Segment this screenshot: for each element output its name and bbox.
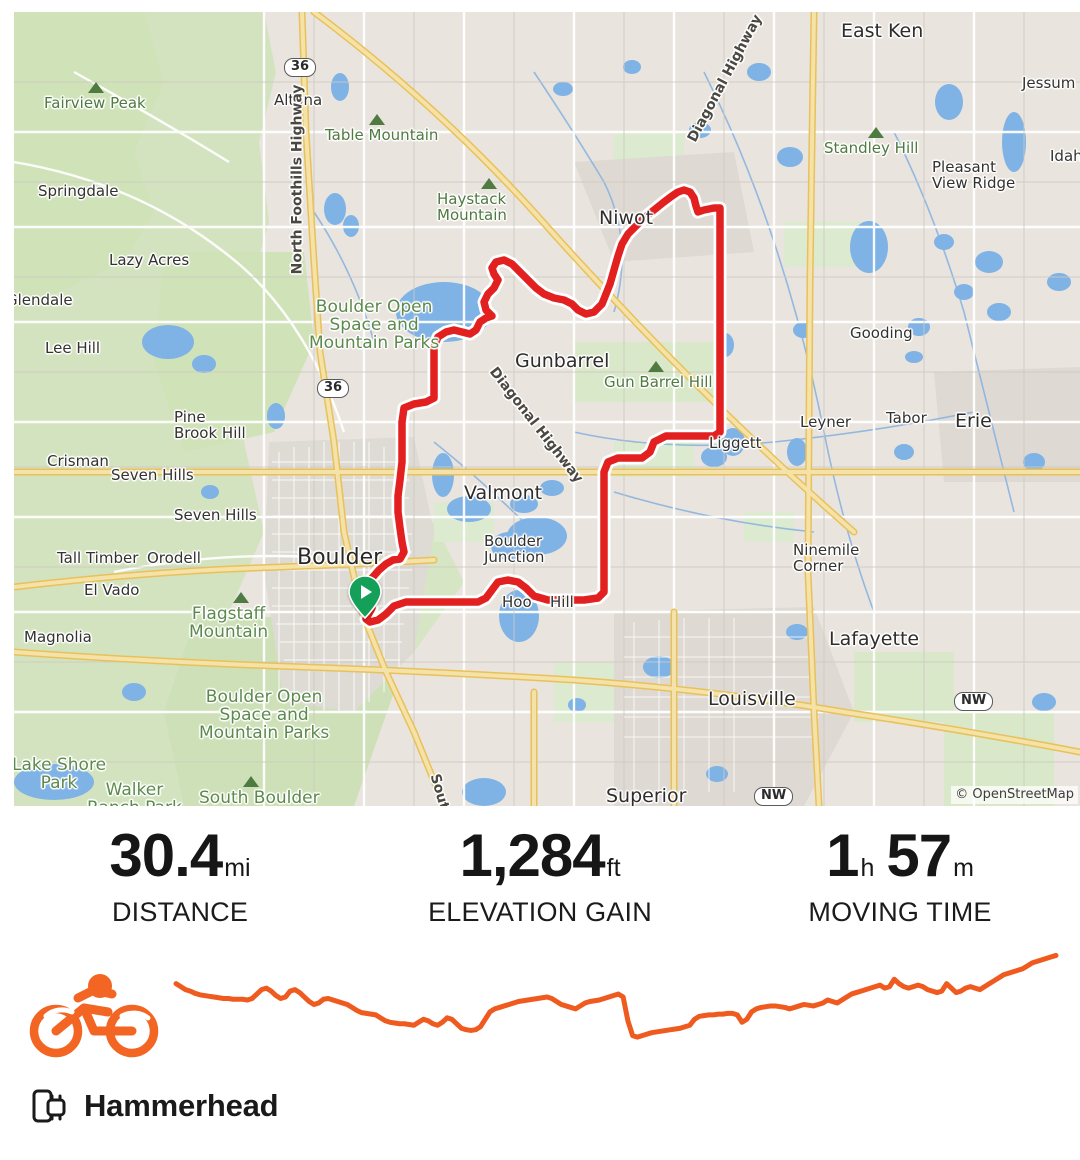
- stat-distance: 30.4 mi DISTANCE: [0, 826, 360, 946]
- peak-marker-icon: [648, 361, 664, 372]
- start-marker[interactable]: [348, 575, 382, 619]
- stat-moving-time-value: 1 h 57 m: [826, 826, 974, 886]
- highway-shield: NW: [954, 692, 994, 712]
- stat-moving-time-hours-unit: h: [860, 854, 875, 882]
- peak-marker-icon: [369, 114, 385, 125]
- stat-moving-time-minutes: 57: [886, 822, 952, 889]
- stat-moving-time-hours: 1: [826, 822, 859, 889]
- cyclist-icon: [29, 974, 159, 1058]
- peak-marker-icon: [868, 127, 884, 138]
- elevation-profile: [168, 940, 1064, 1060]
- stats-row: 30.4 mi DISTANCE 1,284 ft ELEVATION GAIN…: [0, 826, 1080, 946]
- stat-moving-time-label: MOVING TIME: [808, 897, 992, 927]
- peak-marker-icon: [243, 776, 259, 787]
- map-tiles: [14, 12, 1080, 806]
- highway-shield: 36: [317, 379, 350, 399]
- stat-distance-number: 30.4: [109, 822, 223, 889]
- device-name: Hammerhead: [84, 1088, 279, 1123]
- stat-elevation-gain-number: 1,284: [459, 822, 605, 889]
- highway-shield: NW: [754, 787, 794, 806]
- peak-marker-icon: [233, 592, 249, 603]
- stat-elevation-gain-value: 1,284 ft: [459, 826, 620, 886]
- route-polyline: [359, 183, 727, 629]
- map-attribution[interactable]: © OpenStreetMap: [951, 786, 1078, 804]
- highway-shield: 36: [284, 58, 317, 78]
- stat-elevation-gain-unit: ft: [606, 854, 621, 882]
- stat-moving-time: 1 h 57 m MOVING TIME: [720, 826, 1080, 946]
- stat-moving-time-minutes-unit: m: [953, 854, 974, 882]
- device-row: Hammerhead: [30, 1086, 279, 1126]
- stat-elevation-gain: 1,284 ft ELEVATION GAIN: [360, 826, 720, 946]
- stat-distance-unit: mi: [224, 854, 251, 882]
- peak-marker-icon: [481, 178, 497, 189]
- elevation-profile-chart: [173, 952, 1059, 1040]
- stat-distance-label: DISTANCE: [111, 897, 249, 927]
- phone-watch-icon: [32, 1089, 66, 1123]
- peak-marker-icon: [88, 82, 104, 93]
- stat-elevation-gain-label: ELEVATION GAIN: [428, 897, 652, 927]
- stat-distance-value: 30.4 mi: [109, 826, 250, 886]
